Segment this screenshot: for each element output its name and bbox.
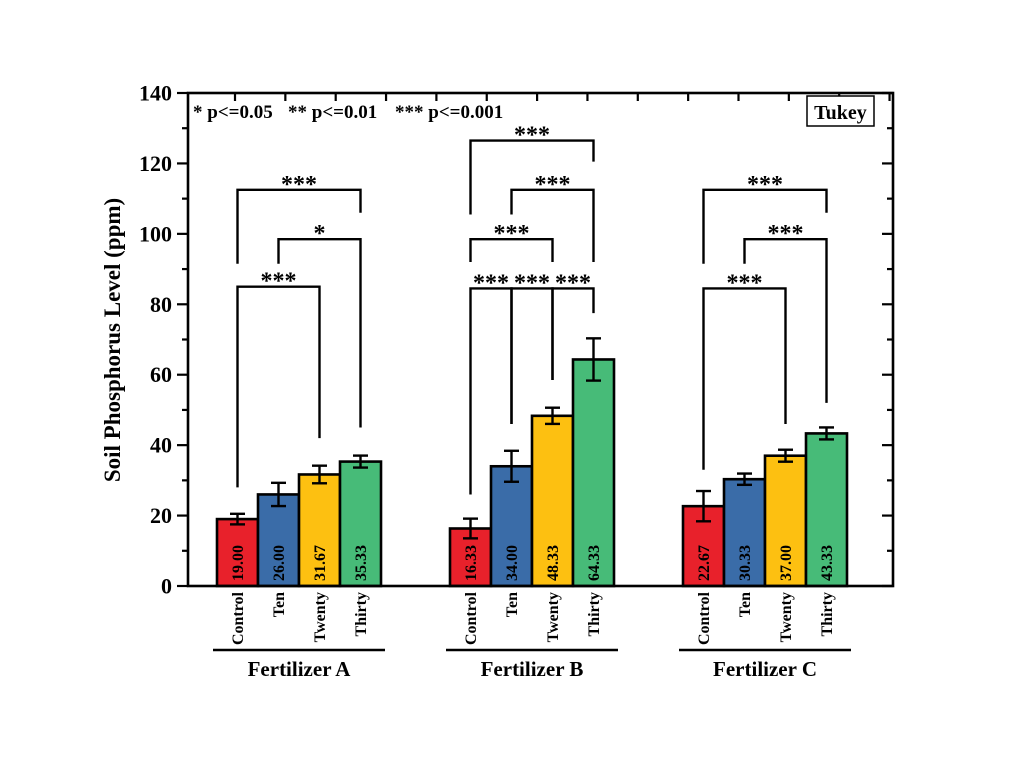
bar-value-label: 35.33 [353,545,370,581]
significance-bracket [277,237,362,428]
significance-stars: *** [555,270,591,296]
y-tick-label: 40 [150,433,172,458]
stats-method-box [806,95,875,127]
significance-bracket [551,287,595,380]
bar-value-label: 31.67 [312,545,329,581]
category-tick-label: Twenty [545,592,562,642]
significance-bracket [743,237,828,403]
category-tick-label: Ten [271,592,288,617]
y-tick-label: 80 [150,292,172,317]
significance-bracket [236,188,362,264]
significance-bracket [469,237,554,263]
category-tick-label: Control [463,591,480,645]
bar-fertilizer-c-twenty [763,454,808,588]
significance-stars: *** [514,270,550,296]
bar-fertilizer-a-control [215,517,260,588]
bar-value-label: 30.33 [737,545,754,581]
y-tick-label: 0 [161,574,172,599]
bar-value-label: 16.33 [463,545,480,581]
significance-stars: *** [747,172,783,198]
category-tick-label: Ten [737,592,754,617]
bar-value-label: 64.33 [586,545,603,581]
category-tick-label: Control [230,591,247,645]
significance-stars: *** [768,221,804,247]
significance-stars: *** [727,270,763,296]
significance-stars: *** [535,172,571,198]
y-tick-label: 60 [150,362,172,387]
significance-legend-item: ** p<=0.01 [288,102,377,123]
bar-value-label: 34.00 [504,545,521,581]
bar-value-label: 19.00 [230,545,247,581]
bar-value-label: 26.00 [271,545,288,581]
category-tick-label: Ten [504,592,521,617]
y-axis-title: Soil Phosphorus Level (ppm) [100,198,125,482]
group-label: Fertilizer A [248,657,352,681]
y-tick-label: 100 [139,221,172,246]
category-tick-label: Twenty [778,592,795,642]
y-tick-label: 20 [150,503,172,528]
y-tick-label: 120 [139,151,172,176]
bar-value-label: 37.00 [778,545,795,581]
significance-stars: *** [261,269,297,295]
bar-value-label: 43.33 [819,545,836,581]
significance-bracket [702,188,828,264]
y-tick-label: 140 [139,81,172,106]
category-tick-label: Thirty [819,592,836,636]
bar-value-label: 48.33 [545,545,562,581]
significance-stars: *** [473,270,509,296]
significance-stars: *** [281,172,317,198]
bar-value-label: 22.67 [696,545,713,581]
group-label: Fertilizer B [481,657,584,681]
stats-method-label: Tukey [814,102,867,124]
significance-bracket [469,139,595,215]
significance-stars: *** [514,123,550,149]
category-tick-label: Twenty [312,592,329,642]
category-tick-label: Control [696,591,713,645]
significance-stars: * [314,221,326,247]
category-tick-label: Thirty [586,592,603,636]
significance-legend-item: * p<=0.05 [193,102,273,123]
significance-stars: *** [494,221,530,247]
significance-bracket [510,188,595,263]
significance-bracket [702,287,787,470]
significance-legend-item: *** p<=0.001 [395,102,503,123]
group-label: Fertilizer C [713,657,817,681]
category-tick-label: Thirty [353,592,370,636]
significance-bracket [236,285,321,488]
